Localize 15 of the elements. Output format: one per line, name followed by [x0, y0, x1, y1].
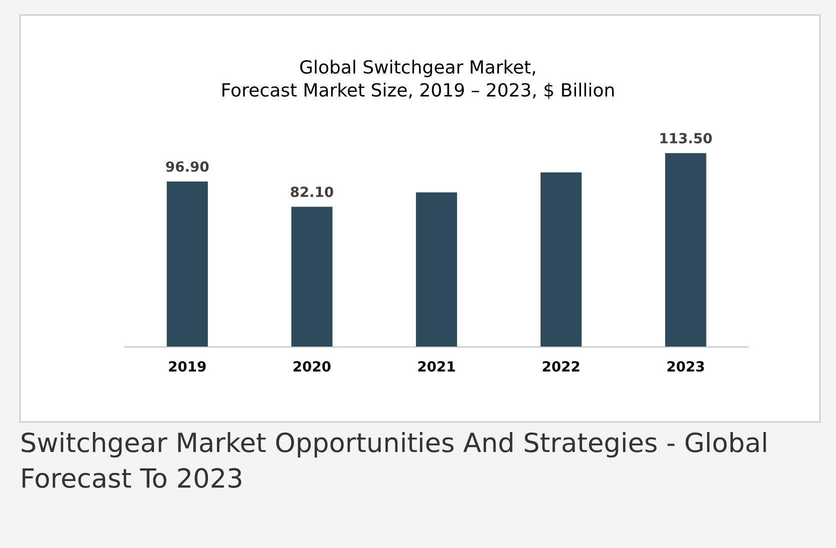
bar — [540, 172, 582, 347]
x-tick-label: 2020 — [294, 361, 331, 372]
x-tick-label: 2021 — [418, 361, 455, 372]
x-tick-label: 2019 — [169, 361, 206, 372]
x-tick-label: 2022 — [542, 361, 580, 372]
chart-title: Global Switchgear Market, Forecast Market Size, 2019 – 2023, $ Billion — [222, 60, 614, 100]
bar — [665, 153, 706, 347]
data-label: 82.10 — [290, 186, 334, 198]
bar — [166, 181, 208, 347]
text: Switchgear Market Opportunities And Strategies - Global Forecast To 2023 — [22, 432, 766, 488]
x-tick-label: 2023 — [667, 361, 704, 372]
data-label: 96.90 — [166, 161, 209, 172]
bar — [291, 206, 332, 347]
bar — [416, 192, 458, 347]
data-label: 113.50 — [660, 132, 712, 144]
